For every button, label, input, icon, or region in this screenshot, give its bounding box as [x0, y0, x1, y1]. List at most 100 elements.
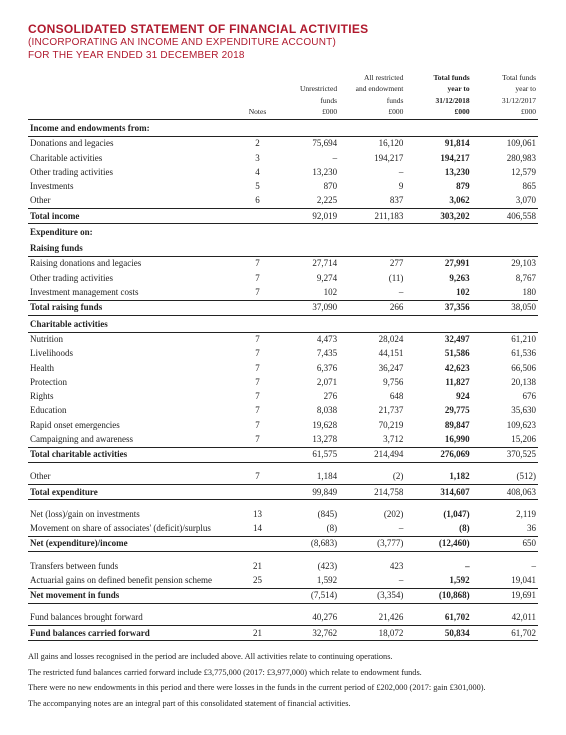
row-val-total-2017: 38,050: [472, 300, 538, 315]
row-val-restricted: –: [339, 285, 405, 300]
table-row: Other trading activities79,274(11)9,2638…: [28, 271, 538, 285]
row-val-restricted: (11): [339, 271, 405, 285]
row-note: [242, 536, 273, 551]
subtitle-line1: (INCORPORATING AN INCOME AND EXPENDITURE…: [28, 37, 336, 48]
row-label: Raising donations and legacies: [28, 256, 242, 271]
row-val-total-2017: 29,103: [472, 256, 538, 271]
row-val-restricted: 3,712: [339, 432, 405, 447]
row-val-total-2018: 303,202: [405, 209, 471, 224]
section-heading: Charitable activities: [28, 315, 538, 332]
row-label: Total charitable activities: [28, 447, 242, 462]
row-val-total-2018: 102: [405, 285, 471, 300]
row-val-total-2017: 865: [472, 180, 538, 194]
row-val-restricted: (202): [339, 507, 405, 521]
row-note: [242, 209, 273, 224]
row-val-total-2017: (512): [472, 470, 538, 485]
table-row: Nutrition74,47328,02432,49761,210: [28, 332, 538, 347]
col-unrestricted: [273, 72, 339, 84]
row-val-unrestricted: –: [273, 151, 339, 165]
row-val-restricted: 21,426: [339, 611, 405, 626]
row-note: 7: [242, 285, 273, 300]
row-val-unrestricted: 1,184: [273, 470, 339, 485]
row-val-total-2018: 924: [405, 390, 471, 404]
col-total-2018: Total funds: [405, 72, 471, 84]
table-row: Total charitable activities61,575214,494…: [28, 447, 538, 462]
row-val-total-2018: 27,991: [405, 256, 471, 271]
row-val-unrestricted: 92,019: [273, 209, 339, 224]
row-note: 7: [242, 271, 273, 285]
row-val-unrestricted: 102: [273, 285, 339, 300]
row-val-unrestricted: 37,090: [273, 300, 339, 315]
row-label: Education: [28, 404, 242, 418]
row-label: Total raising funds: [28, 300, 242, 315]
section-heading: Income and endowments from:: [28, 120, 538, 137]
row-val-restricted: 21,737: [339, 404, 405, 418]
row-val-total-2018: (10,868): [405, 588, 471, 603]
row-val-total-2017: 12,579: [472, 165, 538, 179]
col-total-2017: Total funds: [472, 72, 538, 84]
row-val-total-2018: 29,775: [405, 404, 471, 418]
table-row: Net (loss)/gain on investments13(845)(20…: [28, 507, 538, 521]
table-row: Charitable activities3–194,217194,217280…: [28, 151, 538, 165]
row-label: Net (loss)/gain on investments: [28, 507, 242, 521]
row-note: 21: [242, 626, 273, 641]
row-val-total-2017: 3,070: [472, 194, 538, 209]
row-val-total-2017: 61,210: [472, 332, 538, 347]
row-val-total-2018: 11,827: [405, 375, 471, 389]
row-val-total-2018: 3,062: [405, 194, 471, 209]
row-val-total-2018: 1,592: [405, 573, 471, 588]
table-row: Transfers between funds21(423)423––: [28, 559, 538, 573]
table-row: Charitable activities: [28, 315, 538, 332]
row-label: Health: [28, 361, 242, 375]
row-val-total-2018: 89,847: [405, 418, 471, 432]
row-val-total-2017: 35,630: [472, 404, 538, 418]
row-val-unrestricted: 9,274: [273, 271, 339, 285]
row-label: Other: [28, 194, 242, 209]
row-label: Fund balances brought forward: [28, 611, 242, 626]
row-label: Protection: [28, 375, 242, 389]
row-note: 2: [242, 136, 273, 151]
row-val-restricted: –: [339, 165, 405, 179]
table-row: Net (expenditure)/income(8,683)(3,777)(1…: [28, 536, 538, 551]
row-label: Rapid onset emergencies: [28, 418, 242, 432]
row-val-restricted: 28,024: [339, 332, 405, 347]
row-val-total-2017: 676: [472, 390, 538, 404]
row-val-unrestricted: (845): [273, 507, 339, 521]
table-row: Livelihoods77,43544,15151,58661,536: [28, 347, 538, 361]
row-val-restricted: –: [339, 522, 405, 537]
row-note: [242, 611, 273, 626]
footnotes: All gains and losses recognised in the p…: [28, 651, 538, 710]
section-heading: Expenditure on:: [28, 224, 538, 240]
table-row: Protection72,0719,75611,82720,138: [28, 375, 538, 389]
row-val-total-2017: 650: [472, 536, 538, 551]
row-val-unrestricted: 2,225: [273, 194, 339, 209]
row-note: 7: [242, 375, 273, 389]
table-row: Actuarial gains on defined benefit pensi…: [28, 573, 538, 588]
row-val-unrestricted: 1,592: [273, 573, 339, 588]
row-label: Investments: [28, 180, 242, 194]
row-note: 7: [242, 432, 273, 447]
table-row: Fund balances carried forward2132,76218,…: [28, 626, 538, 641]
row-val-total-2017: 8,767: [472, 271, 538, 285]
row-val-restricted: (3,777): [339, 536, 405, 551]
row-val-total-2018: 1,182: [405, 470, 471, 485]
row-val-total-2018: 50,834: [405, 626, 471, 641]
table-row: Donations and legacies275,69416,12091,81…: [28, 136, 538, 151]
row-val-total-2018: 51,586: [405, 347, 471, 361]
table-row: Fund balances brought forward40,27621,42…: [28, 611, 538, 626]
row-label: Nutrition: [28, 332, 242, 347]
row-val-total-2018: (8): [405, 522, 471, 537]
table-row: Investment management costs7102–102180: [28, 285, 538, 300]
row-note: 4: [242, 165, 273, 179]
table-row: Income and endowments from:: [28, 120, 538, 137]
row-val-unrestricted: 19,628: [273, 418, 339, 432]
row-val-total-2017: 408,063: [472, 485, 538, 500]
row-val-unrestricted: (7,514): [273, 588, 339, 603]
row-val-total-2018: (12,460): [405, 536, 471, 551]
row-note: 7: [242, 470, 273, 485]
row-val-total-2018: 37,356: [405, 300, 471, 315]
footnote-3: There were no new endowments in this per…: [28, 682, 538, 694]
table-row: [28, 462, 538, 470]
table-row: [28, 603, 538, 611]
row-val-restricted: –: [339, 573, 405, 588]
